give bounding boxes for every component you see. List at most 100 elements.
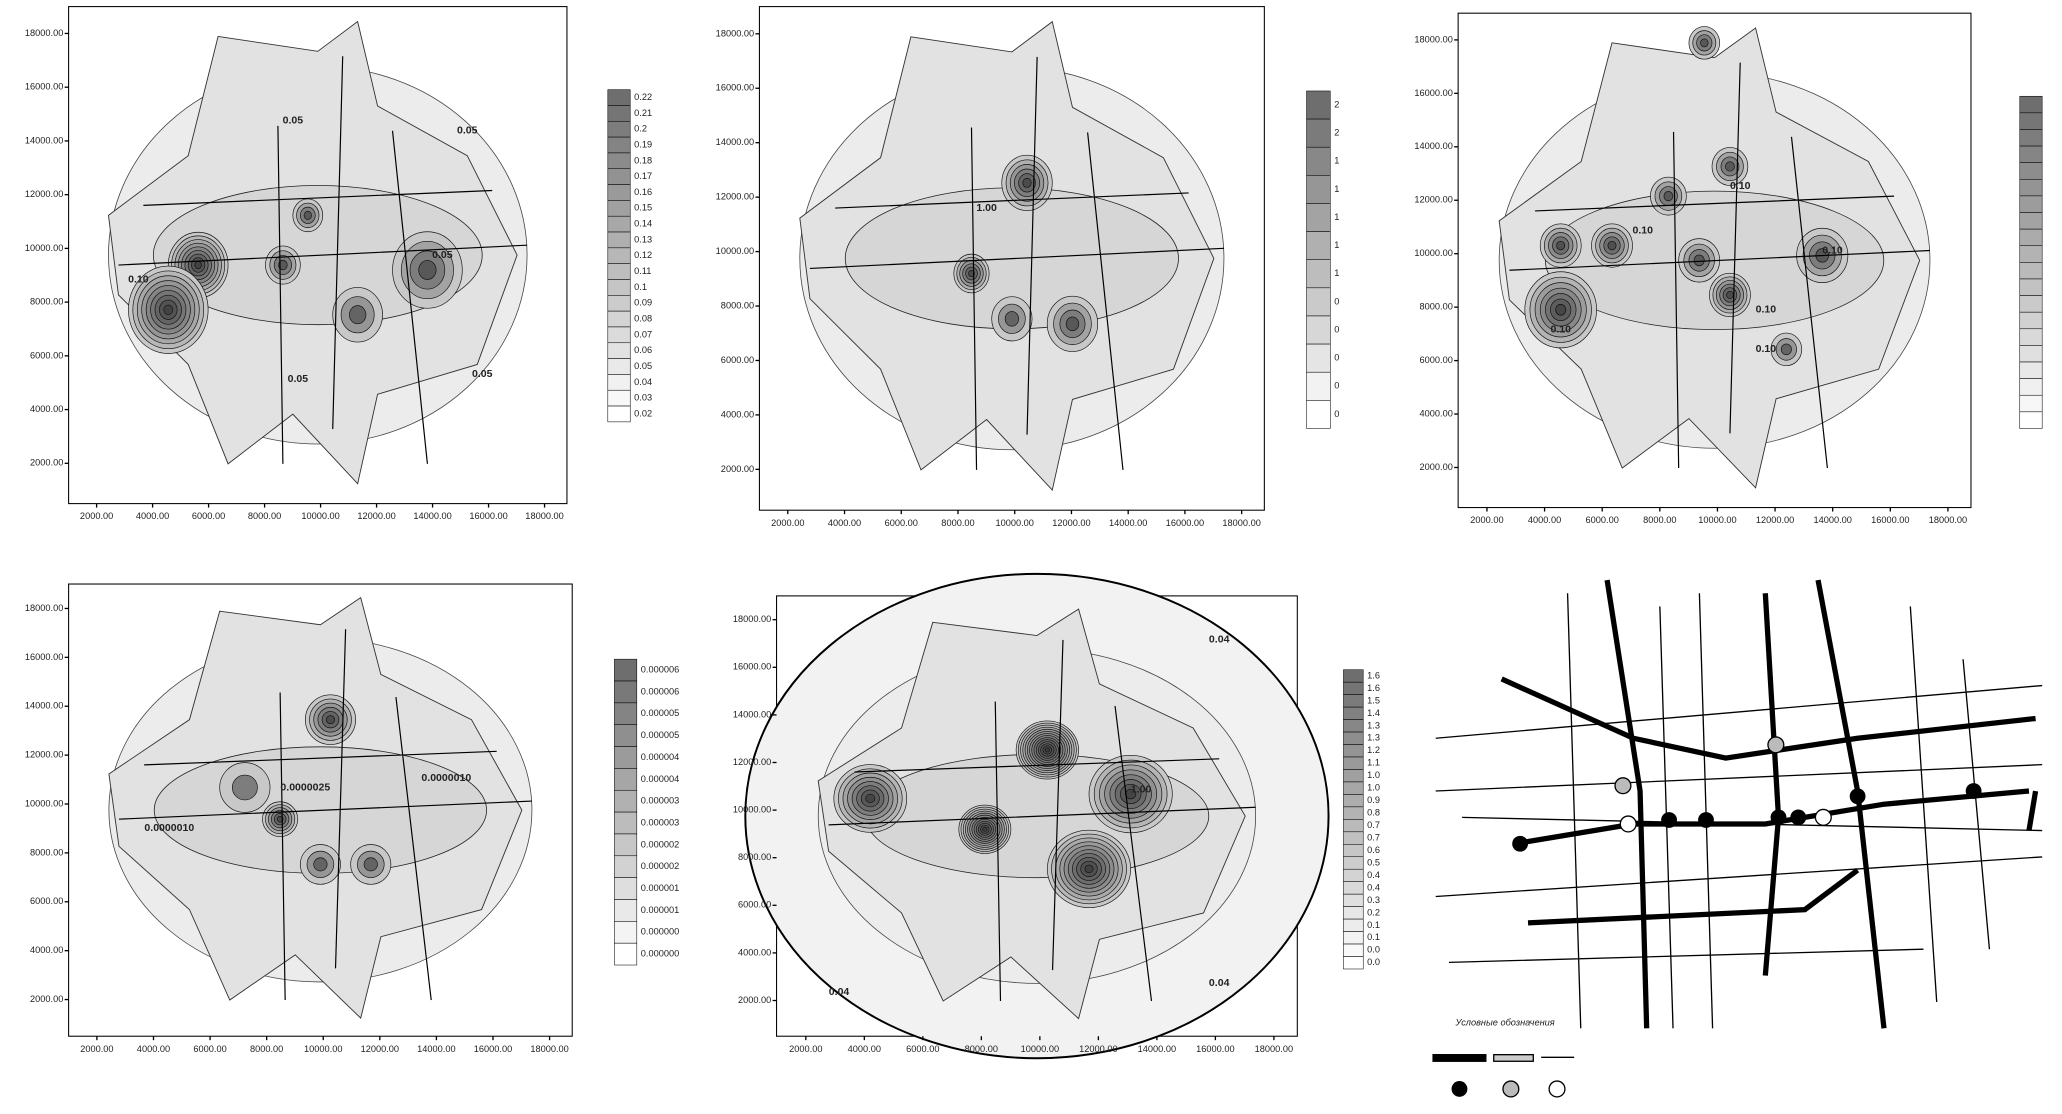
- colorbar-label: 0.9: [1367, 795, 1380, 805]
- colorbar-level: [614, 724, 638, 747]
- contour: [313, 857, 328, 872]
- x-tick-label: 18000.00: [525, 511, 563, 521]
- colorbar-level: [1343, 669, 1364, 683]
- colorbar-level: [2019, 262, 2043, 280]
- x-tick-label: 4000.00: [137, 1044, 170, 1054]
- node: [1661, 812, 1677, 828]
- contour: [1004, 311, 1019, 327]
- colorbar-label: 1.6: [1367, 683, 1380, 693]
- colorbar-label: 0: [1334, 409, 1339, 419]
- colorbar-level: [1306, 203, 1331, 232]
- x-tick-label: 12000.00: [1079, 1044, 1117, 1054]
- colorbar-level: [1343, 906, 1364, 920]
- x-tick-label: 8000.00: [250, 1044, 283, 1054]
- colorbar-label: 0.000005: [641, 708, 679, 718]
- colorbar-level: [2019, 311, 2043, 330]
- colorbar-level: [614, 811, 638, 835]
- colorbar-label: 0.000004: [641, 774, 679, 784]
- x-tick-label: 6000.00: [193, 1044, 226, 1054]
- x-tick-label: 12000.00: [1052, 518, 1090, 528]
- y-tick-label: 16000.00: [716, 83, 754, 93]
- colorbar-label: 0.02: [634, 408, 652, 418]
- road: [1527, 867, 1860, 926]
- colorbar-label: 0.05: [634, 361, 652, 371]
- y-tick-label: 18000.00: [25, 603, 63, 613]
- road: [1509, 62, 1930, 469]
- colorbar-level: [614, 942, 638, 966]
- colorbar-label: 0.000006: [641, 686, 679, 696]
- colorbar-level: [1343, 844, 1364, 858]
- colorbar-label: 1: [1334, 268, 1339, 278]
- contour-chart: 2000.00 4000.00 6000.00 8000.00 10000.00 1200…: [716, 6, 1339, 528]
- contour-label: 0.0000010: [421, 772, 471, 784]
- y-tick-label: 16000.00: [733, 662, 771, 672]
- y-tick-label: 2000.00: [30, 994, 63, 1004]
- legend-node: [1451, 1081, 1468, 1097]
- contour-label: 1.00: [1131, 783, 1152, 795]
- road: [809, 56, 1224, 470]
- contour-chart: 2000.00 4000.00 6000.00 8000.00 10000.00 1200…: [25, 6, 652, 521]
- colorbar-label: 0.17: [634, 171, 652, 181]
- colorbar-level: [1343, 868, 1364, 882]
- colorbar-label: 2: [1334, 128, 1339, 138]
- colorbar-label: 2: [1334, 99, 1339, 109]
- contour-chart: 2000.00 4000.00 6000.00 8000.00 10000.00 1200…: [1414, 12, 2043, 525]
- colorbar-level: [1306, 343, 1331, 373]
- x-tick-label: 8000.00: [1643, 515, 1676, 525]
- colorbar-label: 1: [1334, 184, 1339, 194]
- y-tick-label: 14000.00: [716, 137, 754, 147]
- contour: [363, 857, 378, 872]
- colorbar-level: [614, 702, 638, 725]
- x-tick-label: 16000.00: [1196, 1044, 1234, 1054]
- y-tick-label: 16000.00: [1414, 88, 1452, 98]
- colorbar-label: 0.000002: [641, 861, 679, 871]
- x-tick-label: 12000.00: [361, 1044, 399, 1054]
- y-tick-label: 2000.00: [1420, 462, 1453, 472]
- x-tick-label: 6000.00: [906, 1044, 939, 1054]
- x-tick-label: 4000.00: [848, 1044, 881, 1054]
- colorbar-level: [607, 342, 631, 359]
- colorbar-level: [1343, 694, 1364, 708]
- colorbar-level: [607, 105, 631, 122]
- x-tick-label: 18000.00: [1222, 518, 1260, 528]
- colorbar-level: [614, 877, 638, 900]
- colorbar-label: 0.8: [1367, 808, 1380, 818]
- x-tick-label: 18000.00: [1929, 515, 1967, 525]
- y-tick-label: 4000.00: [738, 947, 771, 957]
- x-tick-label: 12000.00: [357, 511, 395, 521]
- colorbar-level: [607, 231, 631, 249]
- colorbar-level: [1343, 781, 1364, 795]
- contour: [1556, 240, 1566, 251]
- y-tick-label: 2000.00: [738, 995, 771, 1005]
- x-tick-label: 16000.00: [1166, 518, 1204, 528]
- colorbar-level: [1343, 856, 1364, 870]
- contour-label: 1.00: [976, 202, 997, 214]
- x-tick-label: 14000.00: [417, 1044, 455, 1054]
- y-tick-label: 8000.00: [30, 847, 63, 857]
- x-tick-label: 8000.00: [248, 511, 281, 521]
- y-tick-label: 14000.00: [25, 135, 63, 145]
- colorbar-label: 0.09: [634, 298, 652, 308]
- colorbar-level: [2019, 112, 2043, 130]
- colorbar-level: [1306, 118, 1331, 148]
- colorbar-label: 0.4: [1367, 882, 1380, 892]
- colorbar-label: 0.3: [1367, 895, 1380, 905]
- contour-label: 0.10: [128, 274, 149, 286]
- colorbar-level: [1343, 943, 1364, 957]
- colorbar-level: [1343, 744, 1364, 758]
- colorbar-level: [614, 833, 638, 857]
- contour-label: 0.0000025: [280, 781, 330, 793]
- x-tick-label: 14000.00: [1109, 518, 1147, 528]
- y-tick-label: 14000.00: [733, 709, 771, 719]
- y-tick-label: 2000.00: [721, 464, 754, 474]
- colorbar-level: [614, 855, 638, 878]
- colorbar-level: [2019, 378, 2043, 396]
- x-tick-label: 14000.00: [1138, 1044, 1176, 1054]
- y-tick-label: 14000.00: [25, 701, 63, 711]
- colorbar-label: 0.000004: [641, 752, 679, 762]
- colorbar-label: 1.5: [1367, 695, 1380, 705]
- y-tick-label: 6000.00: [30, 350, 63, 360]
- contour: [1044, 747, 1050, 753]
- y-tick-label: 14000.00: [1414, 141, 1452, 151]
